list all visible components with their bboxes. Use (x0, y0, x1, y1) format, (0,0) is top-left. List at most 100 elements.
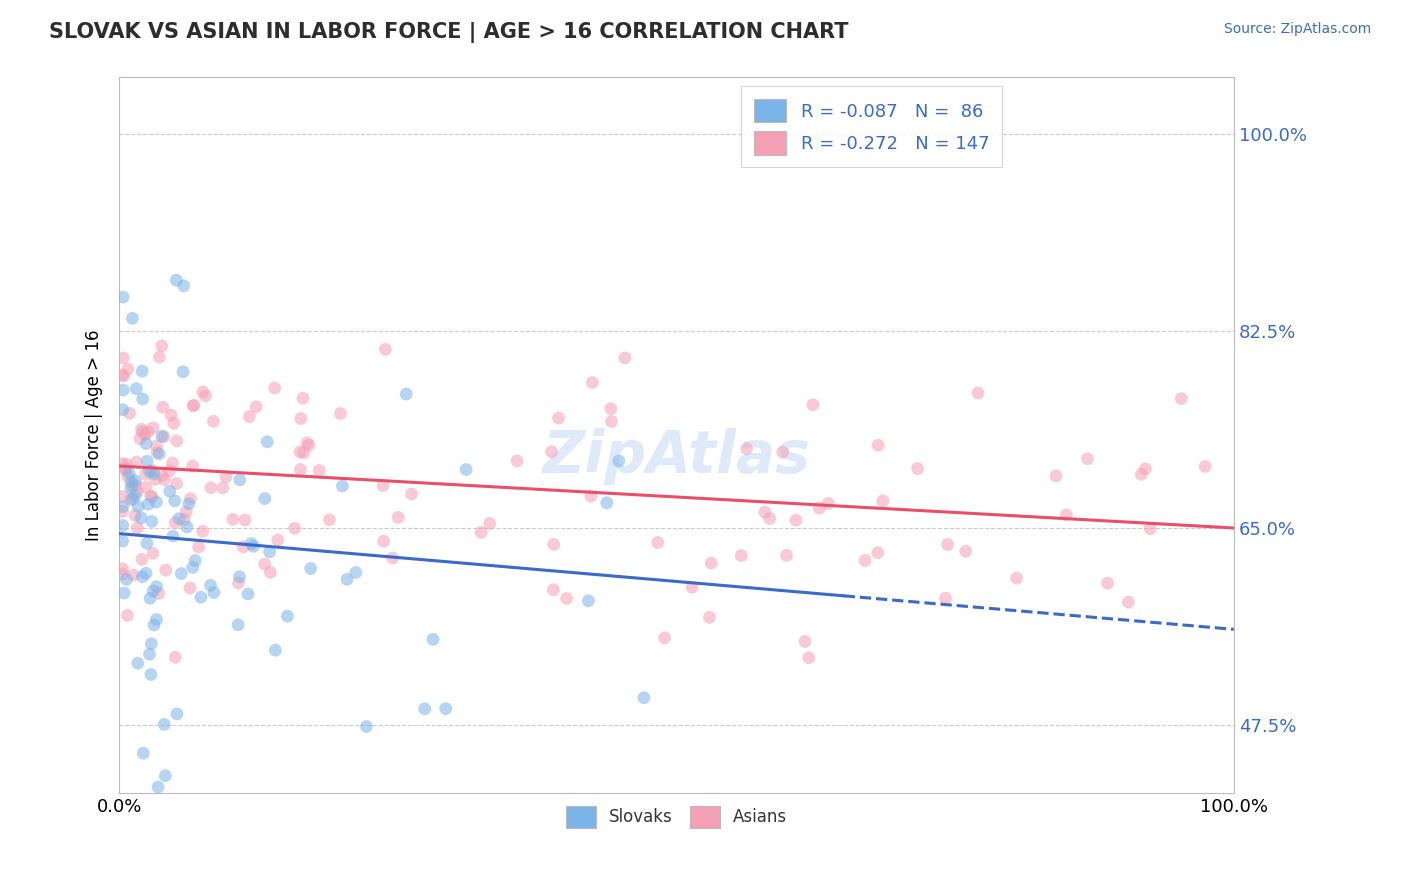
Point (121, 479, 143, 493)
Point (259, 566, 281, 580)
Point (150, 468, 173, 483)
Point (955, 544, 977, 558)
Text: ZipAtlas: ZipAtlas (543, 428, 810, 485)
Point (165, 516, 187, 530)
Point (797, 650, 820, 665)
Point (139, 667, 162, 681)
Point (111, 504, 134, 518)
Point (138, 648, 160, 662)
Point (115, 573, 138, 587)
Point (111, 534, 134, 549)
Point (191, 524, 214, 539)
Point (162, 456, 184, 470)
Point (730, 549, 752, 563)
Point (242, 539, 264, 553)
Point (599, 401, 621, 416)
Point (754, 505, 776, 519)
Point (124, 508, 146, 523)
Point (596, 496, 619, 510)
Point (136, 497, 159, 511)
Point (1170, 392, 1192, 406)
Point (1076, 451, 1098, 466)
Point (735, 442, 758, 456)
Point (159, 484, 181, 499)
Point (190, 590, 212, 604)
Point (124, 474, 146, 488)
Point (135, 467, 157, 482)
Point (853, 553, 876, 567)
Point (308, 463, 330, 477)
Point (1054, 508, 1077, 522)
Point (131, 552, 153, 566)
Point (134, 427, 156, 442)
Point (155, 769, 177, 783)
Point (143, 618, 166, 632)
Point (547, 411, 569, 425)
Point (298, 438, 321, 452)
Point (543, 537, 565, 551)
Point (318, 513, 340, 527)
Point (174, 505, 197, 519)
Point (145, 613, 167, 627)
Point (600, 414, 623, 428)
Point (127, 656, 149, 670)
Point (263, 381, 285, 395)
Point (935, 591, 957, 606)
Point (153, 430, 176, 444)
Point (478, 516, 501, 531)
Point (142, 546, 165, 560)
Point (142, 584, 165, 599)
Point (127, 484, 149, 499)
Point (111, 457, 134, 471)
Point (654, 631, 676, 645)
Y-axis label: In Labor Force | Age > 16: In Labor Force | Age > 16 (86, 329, 103, 541)
Point (141, 515, 163, 529)
Point (233, 513, 256, 527)
Point (160, 408, 183, 422)
Point (152, 401, 174, 415)
Point (131, 425, 153, 439)
Point (232, 540, 254, 554)
Point (401, 487, 423, 501)
Point (470, 525, 492, 540)
Point (150, 429, 173, 443)
Point (1194, 459, 1216, 474)
Point (540, 444, 562, 458)
Point (576, 594, 599, 608)
Point (344, 566, 367, 580)
Point (200, 481, 222, 495)
Point (127, 521, 149, 535)
Point (135, 436, 157, 450)
Point (297, 435, 319, 450)
Point (555, 591, 578, 606)
Point (194, 389, 217, 403)
Point (236, 587, 259, 601)
Point (142, 421, 165, 435)
Point (374, 343, 396, 357)
Point (267, 533, 290, 547)
Point (145, 580, 167, 594)
Point (143, 467, 166, 481)
Point (117, 608, 139, 623)
Point (181, 399, 204, 413)
Point (146, 445, 169, 459)
Point (238, 409, 260, 424)
Text: Source: ZipAtlas.com: Source: ZipAtlas.com (1223, 22, 1371, 37)
Point (162, 529, 184, 543)
Point (135, 566, 157, 581)
Point (157, 464, 180, 478)
Point (229, 473, 252, 487)
Point (373, 534, 395, 549)
Point (117, 362, 139, 376)
Point (817, 496, 839, 510)
Point (187, 540, 209, 554)
Point (125, 455, 148, 469)
Point (131, 364, 153, 378)
Point (387, 510, 409, 524)
Point (153, 473, 176, 487)
Point (180, 491, 202, 506)
Point (173, 513, 195, 527)
Point (290, 462, 312, 476)
Point (127, 500, 149, 514)
Point (647, 535, 669, 549)
